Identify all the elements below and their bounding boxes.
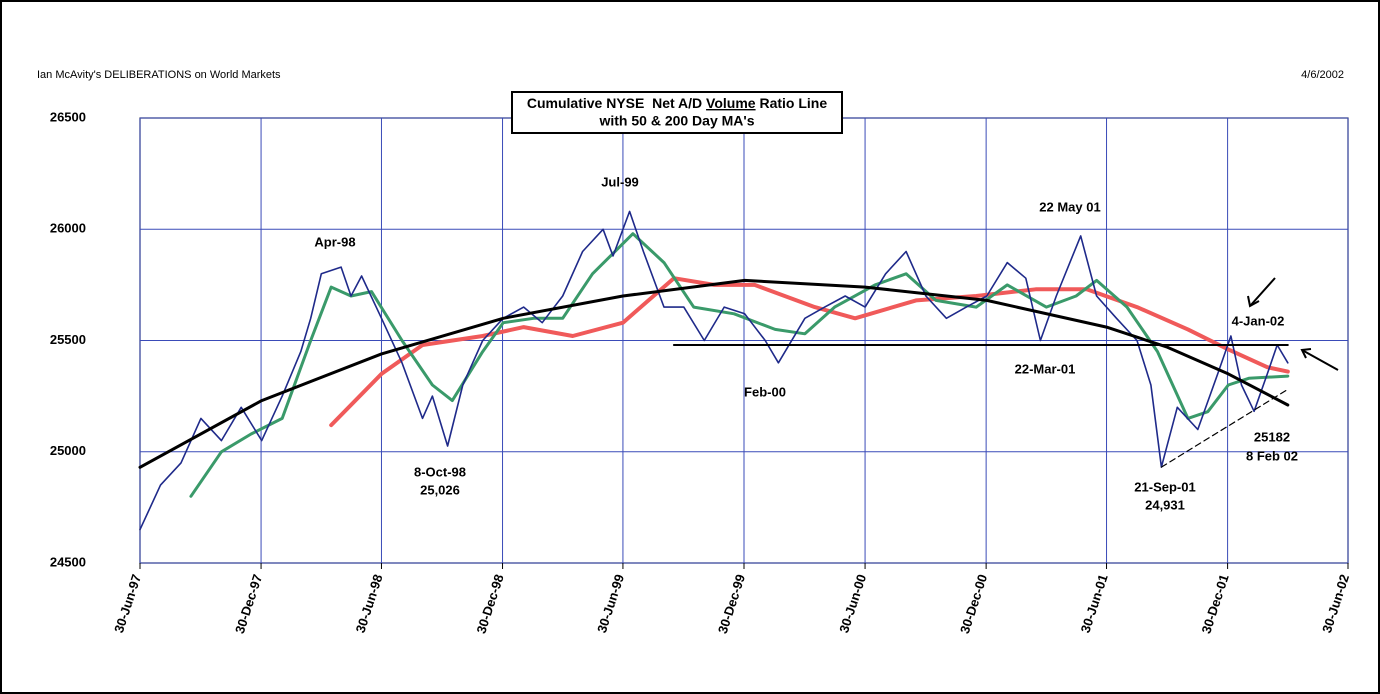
annotation: Jul-99 <box>601 174 639 189</box>
arrow-head <box>1247 295 1260 308</box>
y-tick-label: 25500 <box>50 332 86 347</box>
y-tick-label: 24500 <box>50 554 86 569</box>
annotation: 24,931 <box>1145 497 1185 512</box>
annotation: 22 May 01 <box>1039 199 1100 214</box>
y-tick-label: 26500 <box>50 109 86 124</box>
reference-line <box>1160 388 1289 468</box>
header-left: Ian McAvity's DELIBERATIONS on World Mar… <box>37 69 281 81</box>
annotation: Apr-98 <box>314 234 355 249</box>
title-box <box>511 91 843 134</box>
annotation: Feb-00 <box>744 384 786 399</box>
series-line <box>139 210 1289 531</box>
arrow-head <box>1300 348 1312 359</box>
annotation: 25,026 <box>420 482 460 497</box>
annotation: 22-Mar-01 <box>1015 361 1076 376</box>
header-right: 4/6/2002 <box>1301 69 1344 81</box>
annotation: 8 Feb 02 <box>1246 448 1298 463</box>
chart-subtitle: with 50 & 200 Day MA's <box>598 113 754 129</box>
title-part: Cumulative NYSE Net A/D <box>527 95 706 111</box>
title-part: Volume <box>706 95 756 111</box>
annotation: 21-Sep-01 <box>1134 479 1195 494</box>
annotation: 8-Oct-98 <box>414 464 466 479</box>
chart-title: Cumulative NYSE Net A/D Volume Ratio Lin… <box>527 95 827 111</box>
title-part: Ratio Line <box>756 95 828 111</box>
series-line <box>189 232 1290 498</box>
arrow <box>1301 349 1339 371</box>
annotation: 4-Jan-02 <box>1232 313 1285 328</box>
annotation: 25182 <box>1254 429 1290 444</box>
y-tick-label: 26000 <box>50 221 86 236</box>
series-line <box>138 278 1290 469</box>
arrow <box>1249 277 1276 307</box>
y-tick-label: 25000 <box>50 443 86 458</box>
